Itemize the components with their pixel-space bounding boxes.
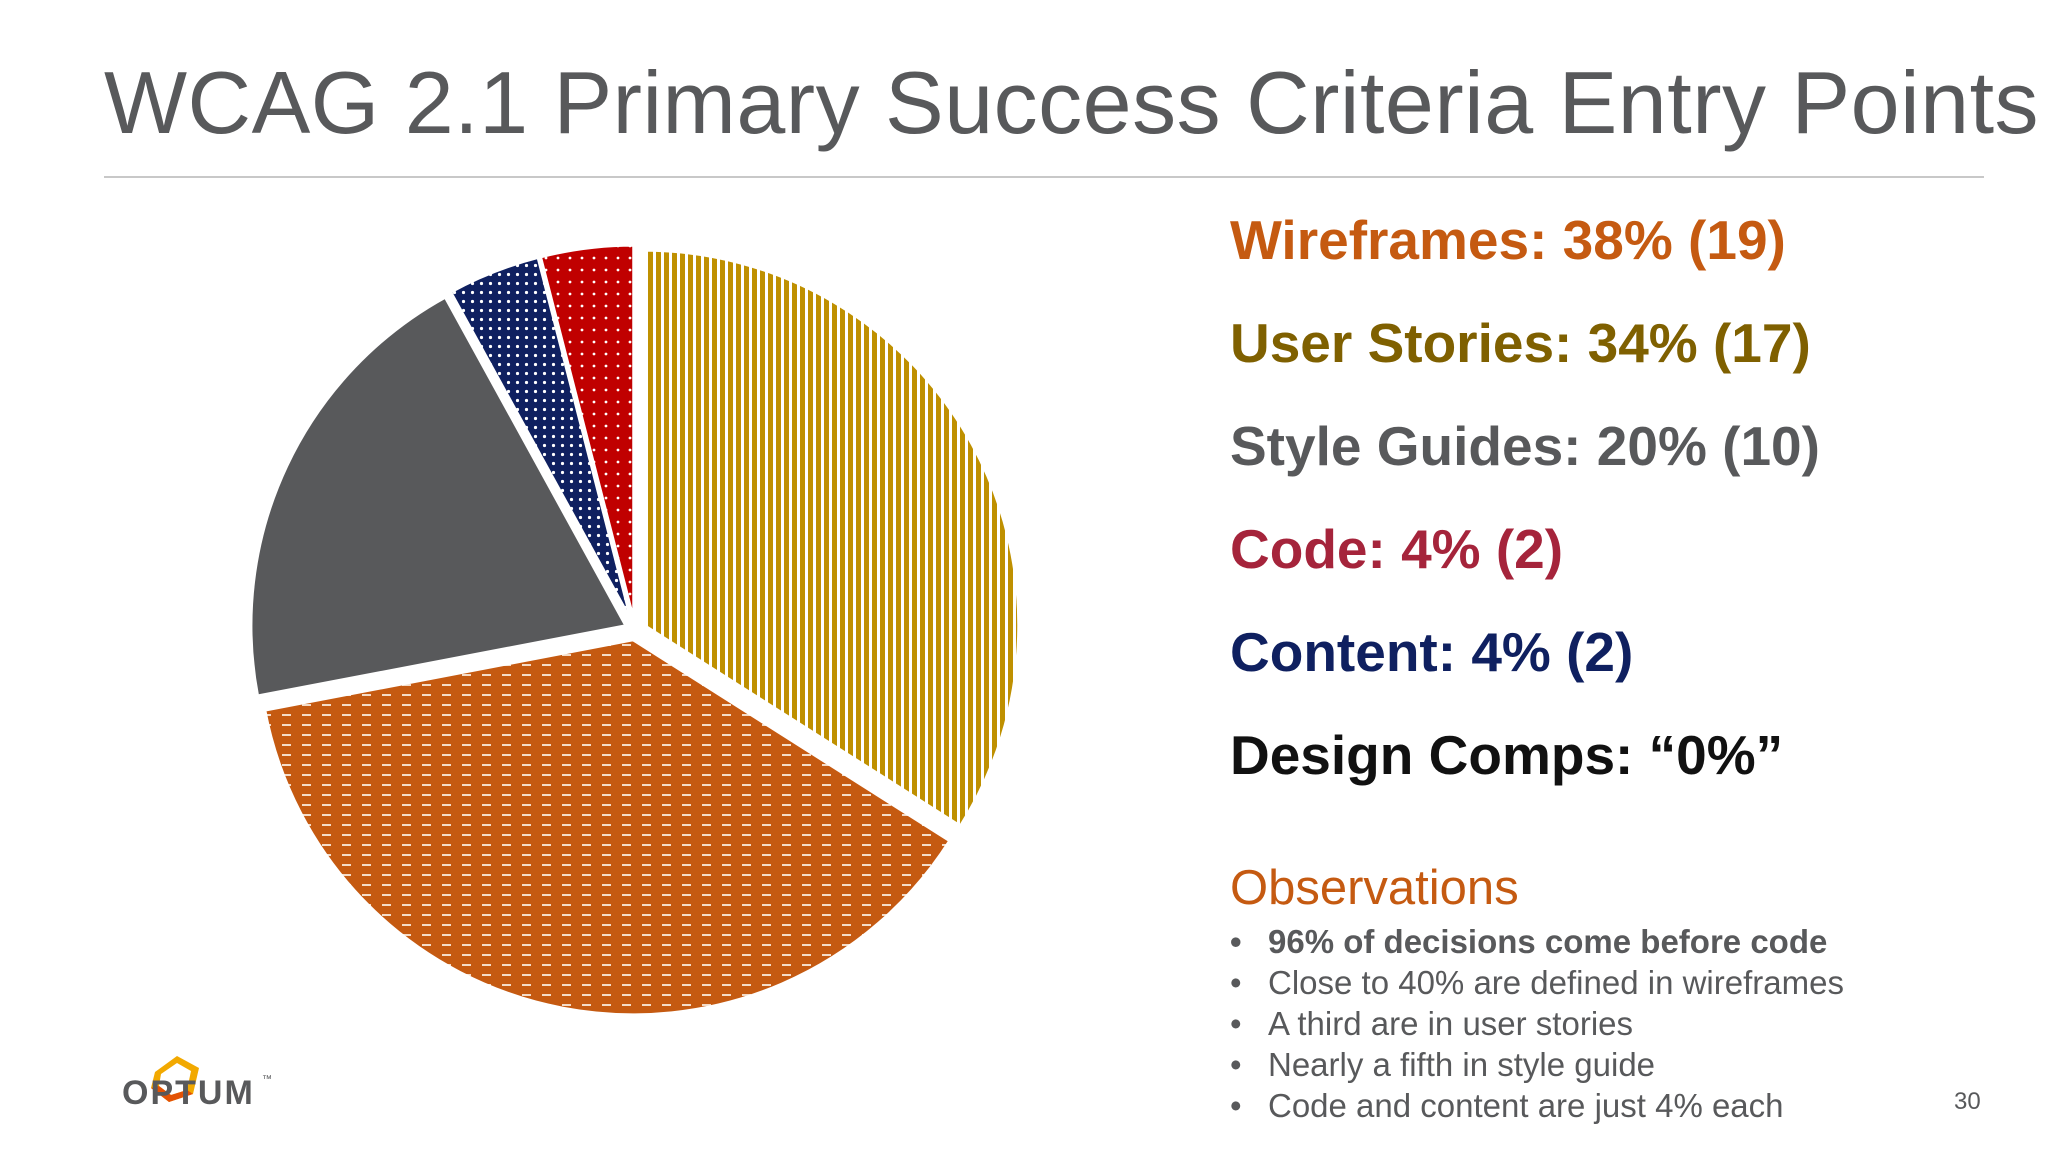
- observation-item: • Close to 40% are defined in wireframes: [1230, 962, 1844, 1003]
- bullet-icon: •: [1230, 1005, 1242, 1042]
- observations-heading: Observations: [1230, 861, 1519, 915]
- observation-item: • Code and content are just 4% each: [1230, 1085, 1844, 1126]
- pie-slice-code: [538, 243, 636, 621]
- legend-item-wireframes: Wireframes: 38% (19): [1230, 209, 1786, 271]
- legend: Wireframes: 38% (19) User Stories: 34% (…: [1230, 205, 1820, 823]
- legend-item-code: Code: 4% (2): [1230, 518, 1564, 580]
- slide-title: WCAG 2.1 Primary Success Criteria Entry …: [104, 53, 2040, 152]
- optum-logo-trademark: ™: [262, 1074, 272, 1085]
- legend-item-content: Content: 4% (2): [1230, 621, 1634, 683]
- observation-text: Close to 40% are defined in wireframes: [1268, 964, 1844, 1001]
- observations-list: • 96% of decisions come before code • Clos…: [1230, 921, 1844, 1126]
- bullet-icon: •: [1230, 964, 1242, 1001]
- pie-slices: [249, 243, 1021, 1017]
- pie-slice-content: [448, 255, 633, 622]
- pie-chart: [249, 243, 1021, 1017]
- pie-slice-wireframes: [263, 638, 952, 1017]
- observation-text: 96% of decisions come before code: [1268, 923, 1828, 960]
- observation-item: • 96% of decisions come before code: [1230, 921, 1844, 962]
- optum-logo-icon: [151, 1056, 199, 1102]
- bullet-icon: •: [1230, 923, 1242, 960]
- legend-item-design-comps: Design Comps: “0%”: [1230, 724, 1784, 786]
- legend-item-user-stories: User Stories: 34% (17): [1230, 312, 1811, 374]
- observation-item: • Nearly a fifth in style guide: [1230, 1044, 1844, 1085]
- observation-text: Nearly a fifth in style guide: [1268, 1046, 1656, 1083]
- observation-item: • A third are in user stories: [1230, 1003, 1844, 1044]
- observation-text: A third are in user stories: [1268, 1005, 1633, 1042]
- legend-item-style-guides: Style Guides: 20% (10): [1230, 415, 1820, 477]
- page-number: 30: [1954, 1088, 1981, 1115]
- pie-slice-style-guides: [249, 295, 629, 698]
- observation-text: Code and content are just 4% each: [1268, 1087, 1784, 1124]
- title-divider: [104, 176, 1984, 178]
- optum-logo-text: OPTUM: [122, 1074, 255, 1112]
- bullet-icon: •: [1230, 1046, 1242, 1083]
- bullet-icon: •: [1230, 1087, 1242, 1124]
- pie-slice-user-stories: [642, 248, 1021, 829]
